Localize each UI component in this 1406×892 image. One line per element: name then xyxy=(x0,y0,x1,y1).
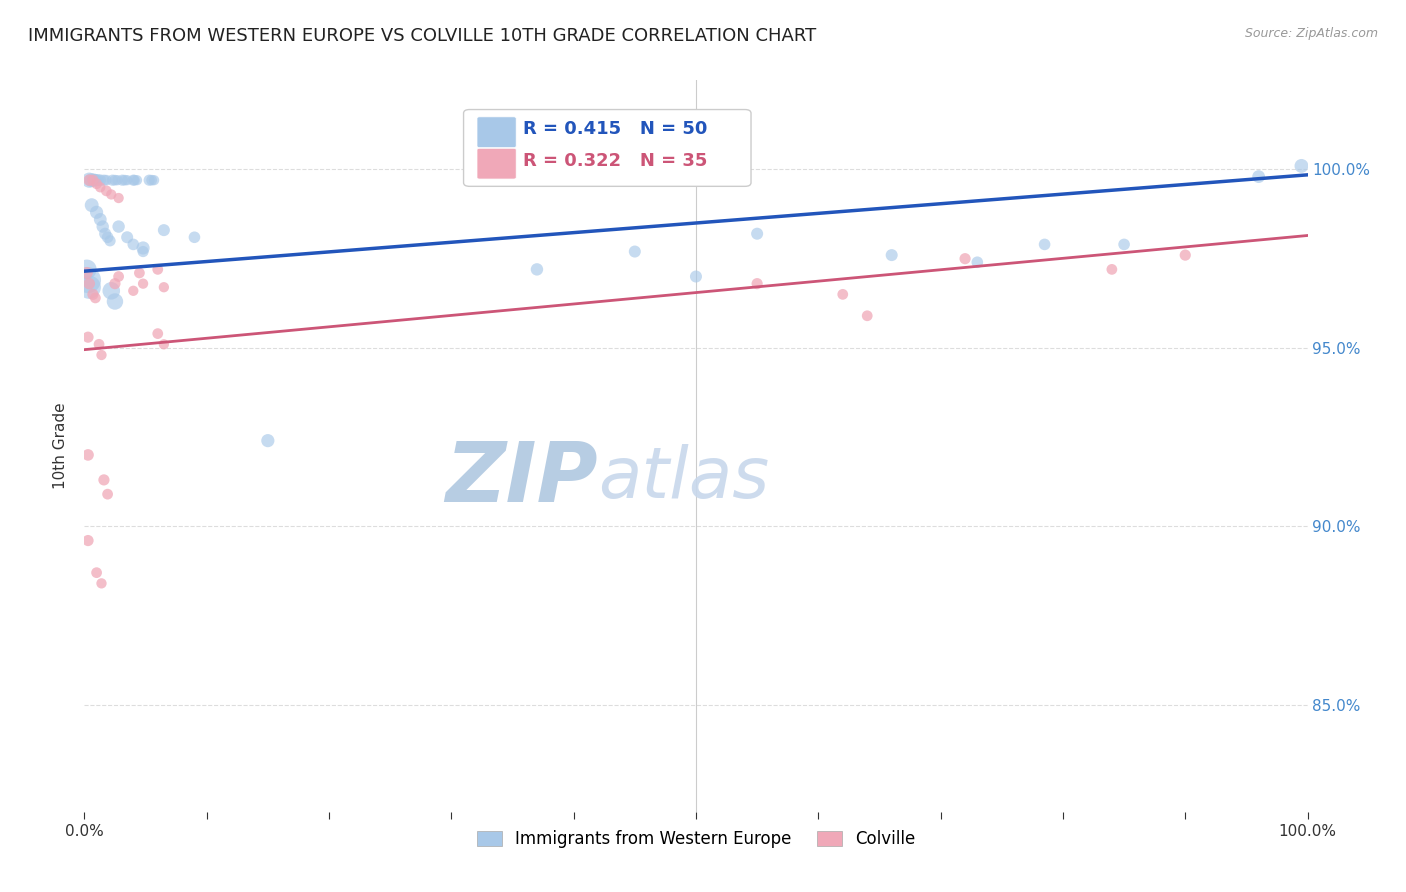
Point xyxy=(1114,237,1136,252)
Point xyxy=(98,234,121,248)
Point xyxy=(76,266,98,280)
Point xyxy=(107,219,129,234)
Text: atlas: atlas xyxy=(598,444,769,514)
Point xyxy=(132,277,155,291)
Point xyxy=(880,248,903,262)
Point xyxy=(100,284,122,298)
Text: ZIP: ZIP xyxy=(446,438,598,519)
Point xyxy=(77,173,100,187)
Point xyxy=(84,173,107,187)
Point xyxy=(153,223,176,237)
Point xyxy=(1291,159,1313,173)
Point xyxy=(96,173,118,187)
Point xyxy=(146,262,169,277)
Point xyxy=(104,294,127,309)
Point xyxy=(115,230,138,244)
Point xyxy=(86,177,108,191)
Point xyxy=(91,219,114,234)
Point xyxy=(831,287,853,301)
FancyBboxPatch shape xyxy=(464,110,751,186)
Point xyxy=(107,269,129,284)
Point xyxy=(90,348,112,362)
Point xyxy=(183,230,205,244)
Point xyxy=(953,252,976,266)
Point xyxy=(747,277,769,291)
Point xyxy=(76,262,98,277)
Point xyxy=(132,241,155,255)
Point xyxy=(77,533,100,548)
Point xyxy=(89,180,111,194)
Point xyxy=(77,173,100,187)
Point xyxy=(141,173,163,187)
Point xyxy=(87,337,110,351)
Point xyxy=(77,280,100,294)
Point xyxy=(115,173,138,187)
Point xyxy=(124,173,146,187)
Legend: Immigrants from Western Europe, Colville: Immigrants from Western Europe, Colville xyxy=(470,823,922,855)
Point xyxy=(125,173,148,187)
Point xyxy=(1174,248,1197,262)
Point xyxy=(86,205,108,219)
Point xyxy=(89,173,111,187)
Point xyxy=(100,187,122,202)
Point xyxy=(128,266,150,280)
Point xyxy=(138,173,160,187)
Point xyxy=(153,280,176,294)
Point xyxy=(856,309,879,323)
Point xyxy=(153,337,176,351)
Point xyxy=(87,173,110,187)
Point xyxy=(747,227,769,241)
Point xyxy=(77,273,100,287)
Point xyxy=(624,244,647,259)
Point xyxy=(96,184,118,198)
Point xyxy=(104,277,127,291)
Point xyxy=(77,448,100,462)
Text: R = 0.415   N = 50: R = 0.415 N = 50 xyxy=(523,120,707,138)
Point xyxy=(84,291,107,305)
Point xyxy=(90,576,112,591)
Point xyxy=(105,173,128,187)
Point xyxy=(77,330,100,344)
Point xyxy=(526,262,548,277)
Y-axis label: 10th Grade: 10th Grade xyxy=(53,402,69,490)
Point xyxy=(146,326,169,341)
FancyBboxPatch shape xyxy=(477,117,516,147)
Point xyxy=(122,284,145,298)
Point xyxy=(966,255,988,269)
Point xyxy=(101,173,124,187)
Text: Source: ZipAtlas.com: Source: ZipAtlas.com xyxy=(1244,27,1378,40)
Point xyxy=(122,173,145,187)
Point xyxy=(82,173,104,187)
Point xyxy=(132,244,155,259)
Point xyxy=(97,230,120,244)
Point xyxy=(97,487,120,501)
Point xyxy=(93,173,115,187)
Point xyxy=(83,173,105,187)
Point xyxy=(114,173,136,187)
Point xyxy=(685,269,707,284)
Point xyxy=(122,237,145,252)
Point xyxy=(1247,169,1270,184)
Point xyxy=(107,191,129,205)
Point xyxy=(104,173,127,187)
Point xyxy=(80,198,103,212)
Point xyxy=(80,173,103,187)
Text: IMMIGRANTS FROM WESTERN EUROPE VS COLVILLE 10TH GRADE CORRELATION CHART: IMMIGRANTS FROM WESTERN EUROPE VS COLVIL… xyxy=(28,27,817,45)
Point xyxy=(93,473,115,487)
Point xyxy=(1033,237,1056,252)
Point xyxy=(143,173,166,187)
Point xyxy=(257,434,280,448)
Point xyxy=(77,277,100,291)
Text: R = 0.322   N = 35: R = 0.322 N = 35 xyxy=(523,152,707,169)
Point xyxy=(89,212,111,227)
Point xyxy=(1101,262,1123,277)
Point xyxy=(111,173,134,187)
Point xyxy=(94,227,117,241)
Point xyxy=(82,287,104,301)
Point xyxy=(86,566,108,580)
FancyBboxPatch shape xyxy=(477,148,516,179)
